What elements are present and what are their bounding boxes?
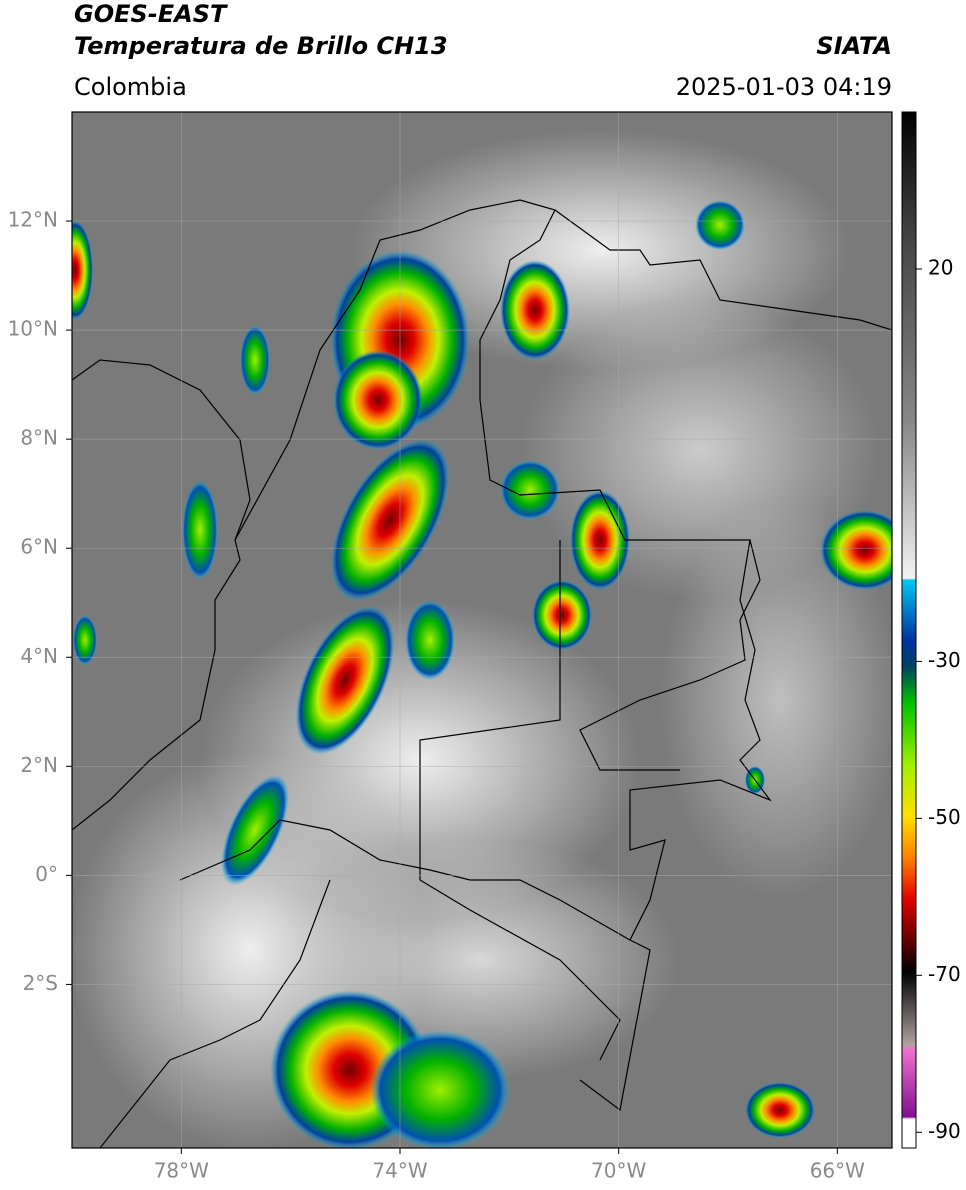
datetime: 2025-01-03 04:19 [676,73,892,101]
region: Colombia [74,73,187,101]
borders [72,199,892,1148]
storms [72,200,892,1148]
lon-tick-label: 70°W [591,1159,646,1183]
colorbar-tick-label: -30 [928,648,961,672]
lat-tick-label: 8°N [20,426,58,450]
map [72,112,892,1148]
source: SIATA [816,32,892,60]
lat-tick-label: 12°N [8,208,58,232]
title: GOES-EAST [74,0,228,28]
lat-tick-label: 2°S [23,971,58,995]
colorbar [901,111,917,1149]
graticule [72,112,892,1148]
lat-tick-label: 6°N [20,535,58,559]
lon-tick-label: 66°W [810,1159,865,1183]
lat-tick-label: 2°N [20,753,58,777]
colorbar-tick-label: -90 [928,1119,961,1143]
subtitle: Temperatura de Brillo CH13 [74,32,448,60]
colorbar-tick-label: -70 [928,962,961,986]
colorbar-tick-label: 20 [928,255,953,279]
map-frame [71,111,893,1149]
lon-tick-label: 78°W [154,1159,209,1183]
colorbar-tick-label: -50 [928,805,961,829]
lon-tick-label: 74°W [372,1159,427,1183]
lat-tick-label: 10°N [8,317,58,341]
lat-tick-label: 4°N [20,644,58,668]
lat-tick-label: 0° [35,862,58,886]
